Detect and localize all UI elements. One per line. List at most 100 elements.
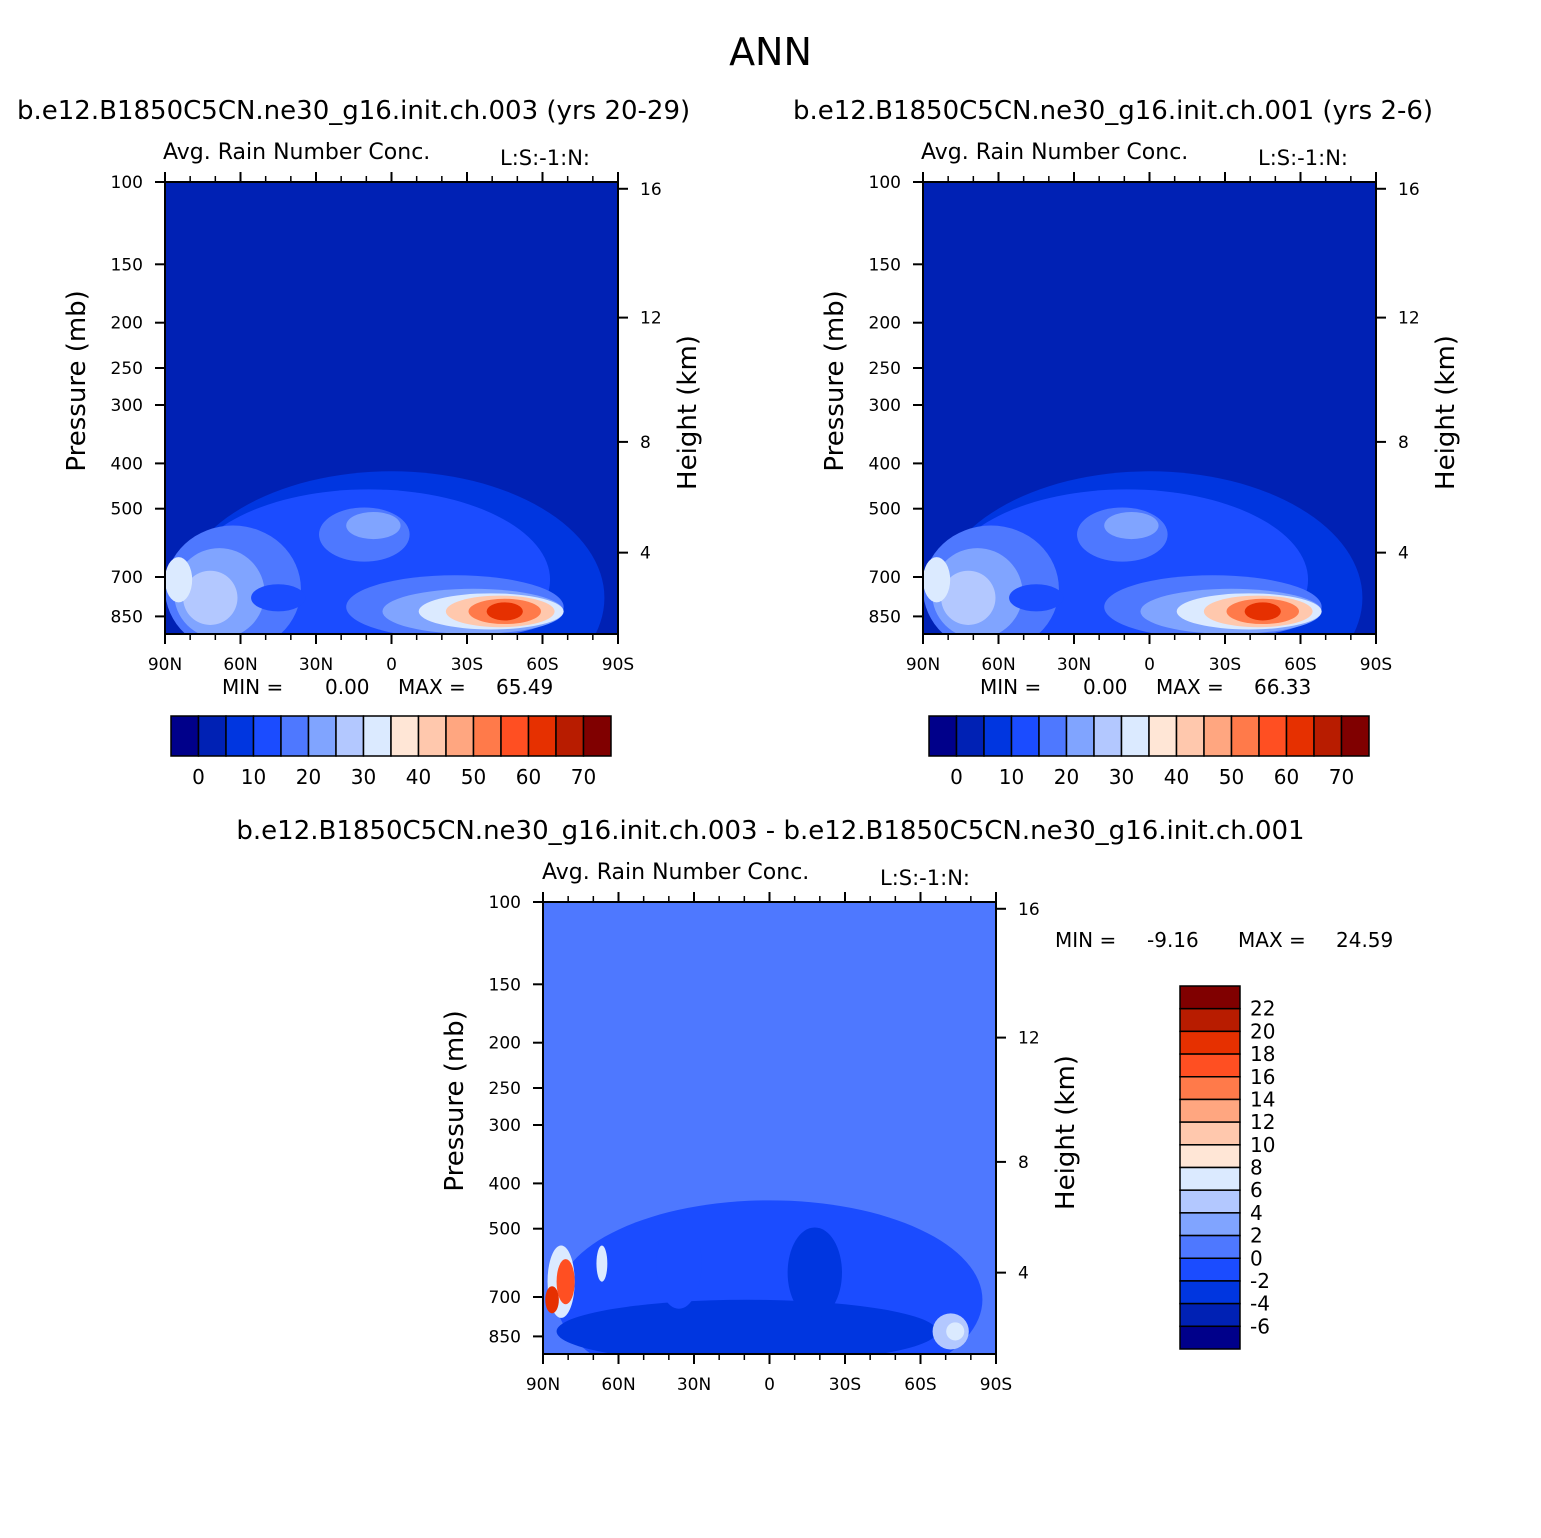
colorbar-box <box>1038 715 1068 757</box>
colorbar-label: 20 <box>296 765 321 789</box>
height-tick-label: 16 <box>640 180 662 200</box>
colorbar-box <box>1179 1302 1241 1328</box>
colorbar-box <box>1203 715 1233 757</box>
panel1-field <box>165 182 618 634</box>
x-tick-label: 30S <box>451 655 483 675</box>
colorbar-box <box>1120 715 1150 757</box>
y-tick-label: 100 <box>489 893 521 913</box>
colorbar-box <box>1179 1053 1241 1078</box>
panel1-contour-region <box>486 602 523 621</box>
y-tick-label: 150 <box>869 255 901 275</box>
colorbar-box <box>500 715 530 757</box>
colorbar-box <box>1179 1098 1241 1123</box>
y-tick-label: 200 <box>111 314 143 334</box>
panel1-subtitle: Avg. Rain Number Conc. <box>163 140 431 165</box>
panel3-max-value: 24.59 <box>1336 928 1394 952</box>
panel2-min-label: MIN = <box>980 675 1042 699</box>
colorbar-box <box>307 715 337 757</box>
y-tick-label: 500 <box>111 500 143 520</box>
colorbar-box <box>1179 1234 1241 1259</box>
x-tick-label: 60S <box>904 1375 936 1395</box>
panel2-min-value: 0.00 <box>1083 675 1128 699</box>
height-tick-label: 12 <box>1398 309 1420 329</box>
panel2-contour-region <box>923 557 951 603</box>
y-tick-label: 250 <box>869 359 901 379</box>
x-tick-label: 30N <box>677 1375 711 1395</box>
y-tick-label: 200 <box>869 314 901 334</box>
panel1-min-label: MIN = <box>222 675 284 699</box>
colorbar-box <box>390 715 420 757</box>
panel2-max-value: 66.33 <box>1254 675 1312 699</box>
colorbar-box <box>1179 1076 1241 1101</box>
colorbar-box <box>1179 1030 1241 1055</box>
height-tick-label: 16 <box>1398 180 1420 200</box>
colorbar-box <box>417 715 447 757</box>
colorbar-box <box>527 715 557 757</box>
colorbar-label: 10 <box>241 765 266 789</box>
y-tick-label: 300 <box>111 396 143 416</box>
x-tick-label: 60N <box>601 1375 635 1395</box>
x-tick-label: 30N <box>299 655 333 675</box>
x-tick-label: 90N <box>526 1375 560 1395</box>
y-tick-label: 250 <box>489 1079 521 1099</box>
panel2-contour-region <box>941 570 996 625</box>
colorbar-box <box>928 715 958 757</box>
colorbar-box <box>445 715 475 757</box>
colorbar-box <box>335 715 365 757</box>
colorbar-label: 40 <box>1164 765 1189 789</box>
x-tick-label: 60N <box>981 655 1015 675</box>
y-tick-label: 700 <box>111 568 143 588</box>
y-tick-label: 100 <box>111 173 143 193</box>
colorbar-box <box>280 715 310 757</box>
height-axis-title: Height (km) <box>1431 335 1461 490</box>
height-tick-label: 8 <box>1018 1153 1029 1173</box>
y-tick-label: 250 <box>111 359 143 379</box>
panel3-contour-region <box>556 1299 938 1354</box>
colorbar-box <box>1148 715 1178 757</box>
colorbar-box <box>955 715 985 757</box>
colorbar-box <box>1313 715 1343 757</box>
y-tick-label: 850 <box>111 607 143 627</box>
colorbar-box <box>1230 715 1260 757</box>
colorbar-label: 10 <box>1250 1133 1275 1157</box>
colorbar-box <box>1179 1007 1241 1033</box>
colorbar-box <box>555 715 585 757</box>
colorbar-label: 14 <box>1250 1087 1275 1111</box>
height-tick-label: 8 <box>640 433 651 453</box>
colorbar-box <box>1179 1280 1241 1305</box>
colorbar-label: 2 <box>1250 1224 1263 1248</box>
panel2-code: L:S:-1:N: <box>1258 146 1348 170</box>
y-tick-label: 850 <box>869 607 901 627</box>
panel3-contour-region <box>596 1245 608 1282</box>
colorbar-box <box>1285 715 1315 757</box>
colorbar-box <box>170 715 200 757</box>
colorbar-label: 70 <box>1329 765 1354 789</box>
y-tick-label: 500 <box>869 500 901 520</box>
panel3-contour-region <box>556 1259 575 1305</box>
y-tick-label: 300 <box>489 1116 521 1136</box>
panel3-max-label: MAX = <box>1238 928 1306 952</box>
colorbar-label: 60 <box>1274 765 1299 789</box>
x-tick-label: 90N <box>906 655 940 675</box>
x-tick-label: 30S <box>829 1375 861 1395</box>
colorbar-label: 30 <box>351 765 376 789</box>
colorbar-label: 70 <box>571 765 596 789</box>
panel1-max-value: 65.49 <box>496 675 554 699</box>
panel1-contour-region <box>251 584 306 612</box>
colorbar-box <box>472 715 502 757</box>
x-tick-label: 90S <box>602 655 634 675</box>
figure-title: ANN <box>729 30 812 74</box>
panel2-field <box>923 182 1376 634</box>
colorbar-label: 22 <box>1250 997 1275 1021</box>
colorbar-label: 10 <box>999 765 1024 789</box>
x-tick-label: 30N <box>1057 655 1091 675</box>
colorbar-box <box>1010 715 1040 757</box>
colorbar-label: 20 <box>1054 765 1079 789</box>
panel2-subtitle: Avg. Rain Number Conc. <box>921 140 1189 165</box>
y-tick-label: 700 <box>489 1288 521 1308</box>
x-tick-label: 0 <box>764 1375 775 1395</box>
x-tick-label: 90S <box>980 1375 1012 1395</box>
y-tick-label: 500 <box>489 1220 521 1240</box>
height-axis-title: Height (km) <box>1051 1055 1081 1210</box>
colorbar-label: 0 <box>950 765 963 789</box>
